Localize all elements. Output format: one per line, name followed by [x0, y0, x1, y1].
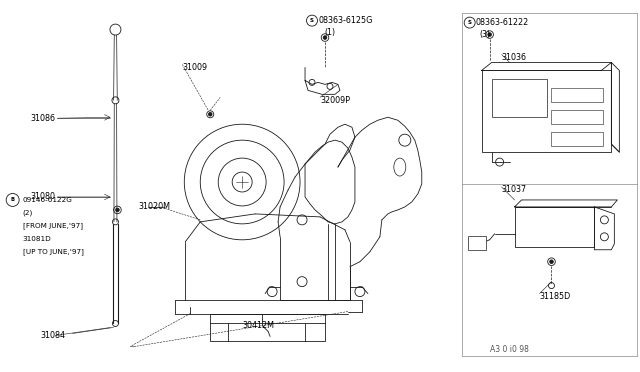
Bar	[552, 132, 604, 146]
Text: 31036: 31036	[502, 53, 527, 62]
Text: [UP TO JUNE,'97]: [UP TO JUNE,'97]	[22, 248, 84, 255]
Text: 31185D: 31185D	[540, 292, 571, 301]
Bar	[552, 89, 604, 102]
Text: 32009P: 32009P	[320, 96, 350, 105]
Text: 31084: 31084	[40, 331, 66, 340]
Bar	[515, 207, 595, 247]
Text: 31086: 31086	[31, 114, 56, 123]
Text: S: S	[468, 20, 472, 25]
Text: (2): (2)	[22, 210, 33, 216]
Text: [FROM JUNE,'97]: [FROM JUNE,'97]	[22, 222, 83, 229]
Bar	[552, 110, 604, 124]
Text: 08363-6125G: 08363-6125G	[318, 16, 372, 25]
Text: B: B	[11, 198, 15, 202]
Text: 09146-6122G: 09146-6122G	[22, 197, 72, 203]
Bar	[482, 70, 611, 152]
Text: 08363-61222: 08363-61222	[476, 18, 529, 27]
Circle shape	[323, 36, 327, 39]
Text: 31020M: 31020M	[138, 202, 170, 211]
Text: A3 0 i0 98: A3 0 i0 98	[490, 345, 529, 354]
Text: 31081D: 31081D	[22, 236, 51, 242]
Bar	[492, 79, 547, 117]
Circle shape	[488, 33, 492, 36]
Text: 31009: 31009	[182, 63, 207, 72]
Circle shape	[550, 260, 554, 263]
Text: 31080: 31080	[31, 192, 56, 202]
Text: S: S	[310, 18, 314, 23]
Text: 31037: 31037	[502, 186, 527, 195]
Text: (3): (3)	[479, 30, 491, 39]
Circle shape	[116, 208, 119, 212]
Text: (1): (1)	[324, 28, 335, 37]
Circle shape	[209, 112, 212, 116]
Bar	[210, 314, 325, 341]
Bar	[468, 236, 486, 250]
Text: 30412M: 30412M	[242, 321, 274, 330]
